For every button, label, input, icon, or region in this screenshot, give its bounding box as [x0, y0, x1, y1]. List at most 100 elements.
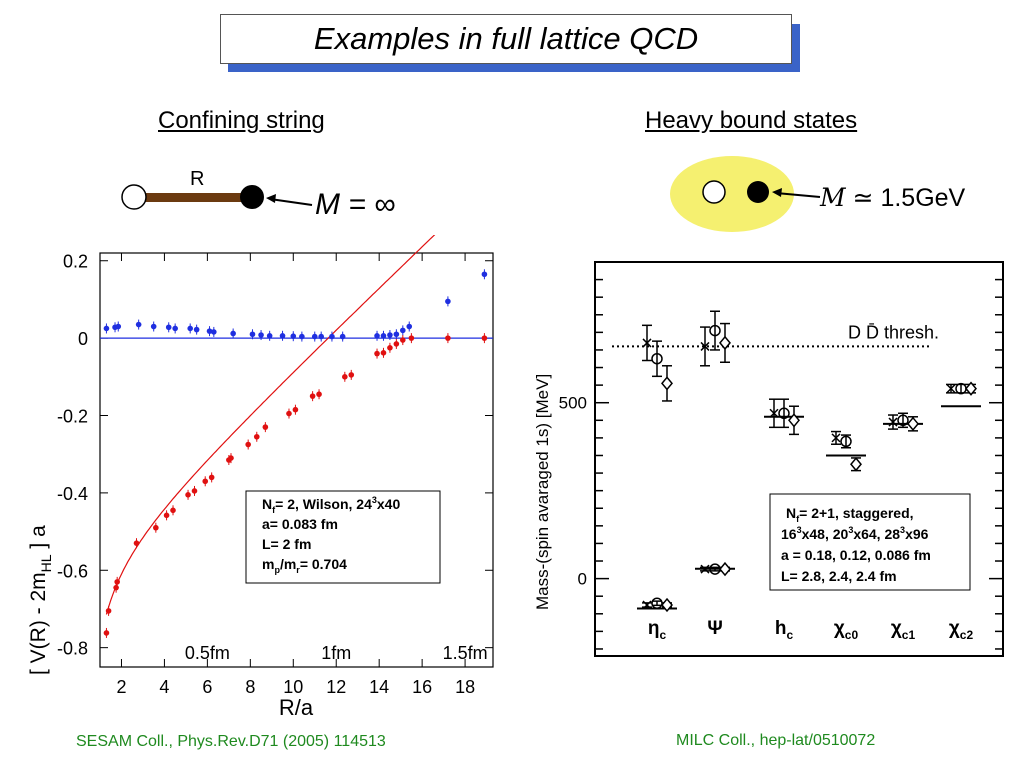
info2-line-2: 163x48, 203x64, 283x96: [781, 525, 929, 542]
info-line-3: L= 2 fm: [262, 536, 311, 552]
x-axis-label: R/a: [279, 695, 314, 720]
category-label: hc: [775, 618, 794, 642]
right-citation: MILC Coll., hep-lat/0510072: [676, 732, 876, 749]
open-quark-icon: [121, 184, 147, 210]
x-tick-label: 2: [116, 677, 126, 697]
data-point: [114, 579, 120, 585]
info2-line-3: a = 0.18, 0.12, 0.086 fm: [781, 547, 931, 563]
x-tick-label: 4: [159, 677, 169, 697]
physical-scale-label: 0.5fm: [185, 643, 230, 663]
infinite-mass-formula: M = ∞: [315, 188, 396, 221]
data-point: [339, 333, 346, 340]
data-point: [172, 325, 178, 332]
distance-label: R: [190, 168, 204, 190]
data-point: [408, 335, 415, 341]
data-point: [348, 372, 355, 378]
info-line-1: Nf= 2, Wilson, 243x40: [262, 495, 400, 515]
data-point: [380, 333, 387, 339]
physical-scale-label: 1fm: [321, 643, 351, 663]
diamond-marker: [907, 416, 919, 431]
charm-quark-icon: [747, 181, 769, 203]
data-point: [393, 341, 400, 347]
plot-frame-2: [594, 261, 1004, 657]
diamond-marker: [850, 457, 862, 472]
threshold-label: D D̄ thresh.: [848, 322, 939, 342]
charm-mass-formula: M ≃ 1.5GeV: [819, 183, 966, 212]
data-point: [170, 507, 176, 514]
y-axis-label-2: Mass-(spin avaraged 1s) [MeV]: [533, 374, 552, 610]
mass-marks: [637, 310, 981, 613]
cross-marker: [946, 384, 956, 394]
cross-marker: [642, 600, 652, 610]
data-point: [279, 333, 286, 339]
data-point: [309, 393, 316, 399]
x-tick-label: 10: [283, 677, 303, 697]
data-point: [400, 337, 406, 343]
data-point: [380, 350, 387, 356]
data-point: [266, 333, 273, 339]
y-tick-label: 500: [559, 394, 587, 413]
data-point: [211, 329, 217, 335]
y-axis-label: [ V(R) - 2mHL ] a: [27, 525, 54, 675]
data-point: [258, 332, 264, 338]
circle-marker: [897, 414, 909, 427]
data-point: [329, 333, 335, 340]
info-line-4: mp/mr= 0.704: [262, 556, 347, 575]
data-point: [105, 608, 112, 614]
static-quark-icon: [240, 185, 264, 209]
info-line-2: a= 0.083 fm: [262, 516, 338, 532]
category-label: Ψ: [707, 618, 722, 639]
simulation-info-box: [245, 490, 441, 584]
diamond-marker: [965, 381, 977, 396]
data-point: [387, 344, 393, 351]
cross-marker: [642, 338, 652, 348]
data-point: [253, 433, 260, 440]
data-point: [133, 540, 140, 546]
data-point: [193, 326, 200, 333]
y-tick-label: 0: [578, 570, 587, 589]
data-point: [115, 323, 122, 330]
arrowhead-left-icon: [266, 194, 276, 203]
data-point: [113, 584, 119, 591]
data-point: [445, 298, 451, 305]
cross-marker: [769, 408, 779, 418]
x-tick-label: 16: [412, 677, 432, 697]
x-tick-label: 18: [455, 677, 475, 697]
info2-line-4: L= 2.8, 2.4, 2.4 fm: [781, 568, 897, 584]
cross-marker: [888, 417, 898, 427]
x-tick-label: 14: [369, 677, 389, 697]
data-point: [481, 271, 488, 278]
data-point: [185, 492, 191, 498]
data-point: [153, 524, 159, 531]
data-point: [311, 333, 318, 340]
circle-marker: [709, 324, 721, 337]
circle-marker: [840, 435, 852, 448]
data-point: [481, 335, 488, 341]
open-quark-icon-2: [702, 180, 726, 204]
x-tick-label: 6: [202, 677, 212, 697]
data-point: [208, 474, 215, 481]
axis-group: 2 4 6 8 10 12 14 16 18 0.2 0 -0.2 -0.4 -0.6 -0.8: [57, 252, 493, 697]
diamond-marker: [719, 561, 731, 577]
data-point: [249, 331, 256, 338]
diamond-marker: [788, 413, 800, 428]
y-tick-label: -0.6: [57, 561, 88, 581]
string-bar: [140, 193, 252, 202]
cross-marker: [831, 433, 841, 443]
data-point: [387, 332, 393, 338]
data-point: [374, 333, 380, 339]
data-point: [393, 331, 400, 338]
simulation-info-box-2: [769, 493, 971, 591]
fit-curve: [105, 235, 436, 615]
data-point: [316, 391, 322, 398]
data-point: [191, 488, 198, 494]
data-point: [135, 321, 142, 328]
y-tick-label: -0.2: [57, 407, 88, 427]
data-point: [374, 350, 380, 357]
physical-scale-label: 1.5fm: [443, 643, 488, 663]
data-point: [406, 323, 413, 330]
category-label: χc0: [834, 618, 859, 642]
data-point: [290, 333, 297, 339]
confining-potential-chart: 2 4 6 8 10 12 14 16 18 0.2 0 -0.2 -0.4 -0.6 -0.8 0.5fm…: [27, 235, 494, 720]
